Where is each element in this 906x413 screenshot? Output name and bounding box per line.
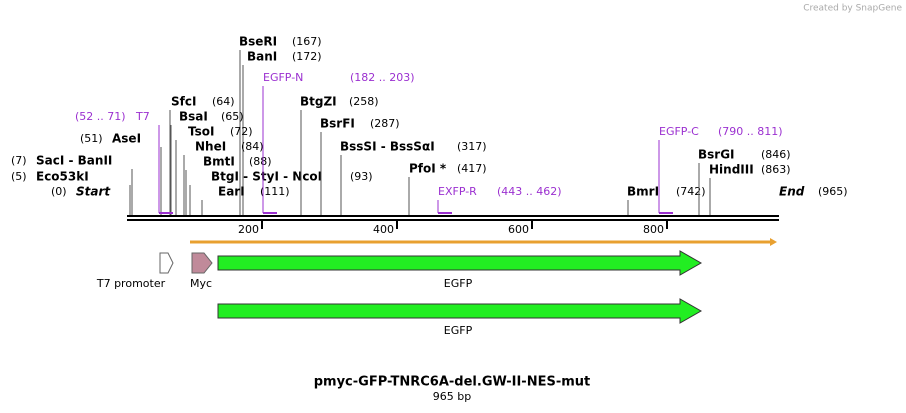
end-position: (965) bbox=[818, 185, 848, 198]
credit: Created by SnapGene bbox=[803, 4, 902, 14]
site-position: (287) bbox=[370, 117, 400, 130]
primer-range: (52 .. 71) bbox=[75, 110, 126, 123]
site-name: SacI - BanII bbox=[36, 154, 112, 168]
ruler-label: 200 bbox=[238, 223, 259, 236]
site-name: BsrFI bbox=[320, 117, 355, 131]
site-name: AseI bbox=[112, 132, 141, 146]
site-position: (172) bbox=[292, 50, 322, 63]
site-name: BtgI - StyI - NcoI bbox=[211, 170, 322, 184]
site-position: (317) bbox=[457, 140, 487, 153]
primer-range: (443 .. 462) bbox=[497, 185, 562, 198]
end-label: End bbox=[779, 185, 805, 199]
start-position: (0) bbox=[51, 185, 67, 198]
site-name: BtgZI bbox=[300, 95, 337, 109]
site-position: (72) bbox=[230, 125, 253, 138]
site-position: (88) bbox=[249, 155, 272, 168]
feature-label: T7 promoter bbox=[96, 277, 166, 290]
primer-name: T7 bbox=[135, 110, 150, 123]
site-name: BmrI bbox=[627, 185, 659, 199]
feature-label: Myc bbox=[190, 277, 212, 290]
site-position: (417) bbox=[457, 162, 487, 175]
egfp-feature bbox=[217, 298, 703, 324]
site-position: (742) bbox=[676, 185, 706, 198]
site-position: (846) bbox=[761, 148, 791, 161]
site-position: (5) bbox=[11, 170, 27, 183]
primer-range: (182 .. 203) bbox=[350, 71, 415, 84]
site-name: BseRI bbox=[239, 35, 277, 49]
site-position: (111) bbox=[260, 185, 290, 198]
site-name: PfoI * bbox=[409, 162, 447, 176]
t7-feature bbox=[159, 252, 174, 274]
site-position: (167) bbox=[292, 35, 322, 48]
ruler-label: 800 bbox=[643, 223, 664, 236]
site-position: (258) bbox=[349, 95, 379, 108]
myc-feature bbox=[191, 252, 213, 274]
primer-name: EGFP-C bbox=[659, 125, 699, 138]
site-name: BanI bbox=[247, 50, 277, 64]
ruler-label: 600 bbox=[508, 223, 529, 236]
site-position: (93) bbox=[350, 170, 373, 183]
orf-head bbox=[770, 238, 777, 246]
site-name: BmtI bbox=[203, 155, 235, 169]
length: 965 bp bbox=[433, 390, 471, 403]
site-name: HindIII bbox=[709, 163, 754, 177]
site-position: (863) bbox=[761, 163, 791, 176]
start-label: Start bbox=[76, 185, 111, 199]
site-position: (51) bbox=[80, 132, 103, 145]
title: pmyc-GFP-TNRC6A-del.GW-II-NES-mut bbox=[314, 375, 591, 390]
primer-range: (790 .. 811) bbox=[718, 125, 783, 138]
site-name: NheI bbox=[195, 140, 226, 154]
site-name: BssSI - BssSαI bbox=[340, 140, 435, 154]
site-name: Eco53kI bbox=[36, 170, 89, 184]
site-name: BsaI bbox=[179, 110, 208, 124]
site-name: SfcI bbox=[171, 95, 196, 109]
site-position: (65) bbox=[221, 110, 244, 123]
site-position: (64) bbox=[212, 95, 235, 108]
primer-name: EXFP-R bbox=[438, 185, 477, 198]
site-position: (84) bbox=[241, 140, 264, 153]
site-name: TsoI bbox=[188, 125, 214, 139]
ruler-label: 400 bbox=[373, 223, 394, 236]
site-name: BsrGI bbox=[698, 148, 735, 162]
egfp-feature bbox=[217, 250, 703, 276]
primer-name: EGFP-N bbox=[263, 71, 303, 84]
site-name: EarI bbox=[218, 185, 245, 199]
feature-label: EGFP bbox=[444, 324, 473, 337]
feature-label: EGFP bbox=[444, 277, 473, 290]
site-position: (7) bbox=[11, 154, 27, 167]
